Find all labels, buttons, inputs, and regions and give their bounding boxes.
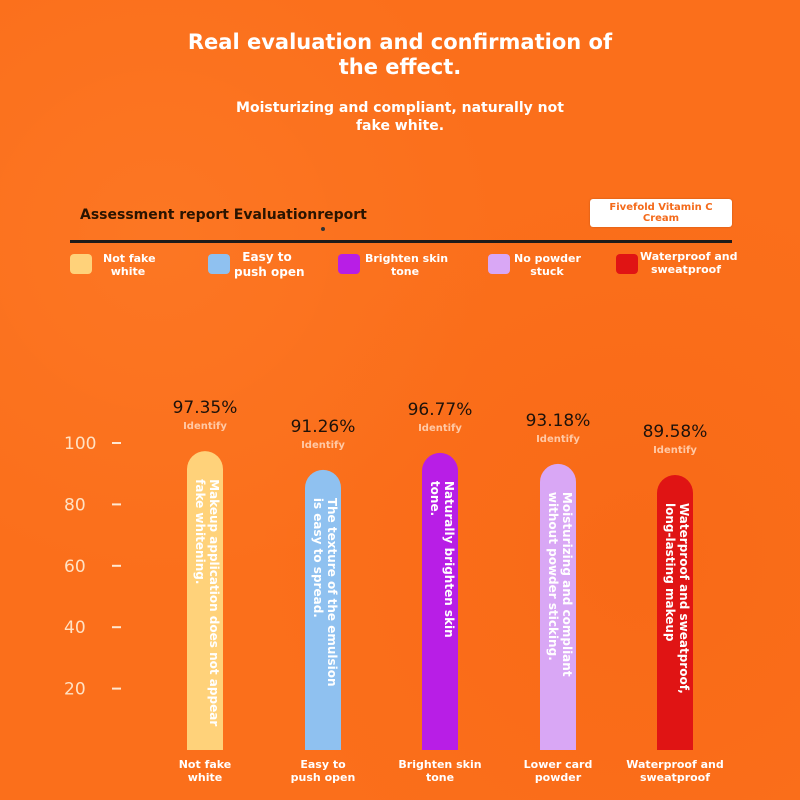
bar-description: The texture of the emulsion xyxy=(325,498,339,687)
legend-swatch xyxy=(488,254,510,274)
bar-description: without powder sticking. xyxy=(546,492,560,661)
bar-description: Makeup application does not appear xyxy=(207,479,221,726)
identify-label: Identify xyxy=(301,440,345,451)
bar-base xyxy=(422,730,458,750)
page-subtitle-line-1: Moisturizing and compliant, naturally no… xyxy=(236,100,564,116)
product-name-line-2: Cream xyxy=(642,213,680,224)
bar-description: Waterproof and sweatproof, xyxy=(677,503,691,694)
y-tick-label: 60 xyxy=(64,557,86,577)
decorative-dot xyxy=(321,227,325,231)
x-category-label: Waterproof and xyxy=(626,758,723,771)
bar xyxy=(422,452,458,750)
page-subtitle-line-2: fake white. xyxy=(355,118,445,134)
product-name-badge: Fivefold Vitamin C Cream xyxy=(590,199,732,227)
y-tick-label: 100 xyxy=(64,434,96,454)
value-label: 97.35% xyxy=(173,398,238,418)
bar-description: Moisturizing and compliant xyxy=(560,492,574,677)
identify-label: Identify xyxy=(183,421,227,432)
y-tick-label: 80 xyxy=(64,495,86,515)
page-title: Real evaluation and confirmation of the … xyxy=(150,30,650,80)
page-title-line-2: the effect. xyxy=(338,55,462,79)
page-subtitle: Moisturizing and compliant, naturally no… xyxy=(225,99,575,135)
value-label: 91.26% xyxy=(291,417,356,437)
bar-base xyxy=(187,730,223,750)
bar-description: is easy to spread. xyxy=(311,498,325,618)
x-category-label: white xyxy=(188,771,222,784)
legend-swatch xyxy=(616,254,638,274)
bar-base xyxy=(540,730,576,750)
bar-base xyxy=(657,730,693,750)
bar xyxy=(540,463,576,750)
y-tick-label: 20 xyxy=(64,680,86,700)
value-label: 93.18% xyxy=(526,411,591,431)
legend-item-not-fake-white: Not fake white xyxy=(70,252,190,282)
x-category-label: powder xyxy=(535,771,582,784)
y-tick-label: 40 xyxy=(64,618,86,638)
legend-swatch xyxy=(70,254,92,274)
bar xyxy=(657,474,693,750)
bar-description: tone. xyxy=(428,481,442,516)
legend-label: Waterproof and sweatproof xyxy=(640,250,738,276)
legend-item-no-powder-stuck: No powder stuck xyxy=(488,252,608,282)
legend-swatch xyxy=(338,254,360,274)
legend-item-brighten-skin-tone: Brighten skin tone xyxy=(338,252,468,282)
bar xyxy=(187,451,223,750)
legend-item-easy-to-push-open: Easy to push open xyxy=(208,250,328,282)
page-title-line-1: Real evaluation and confirmation of xyxy=(187,30,613,54)
x-category-label: Easy to xyxy=(300,758,346,771)
x-category-label: tone xyxy=(426,771,454,784)
legend-label: Easy to push open xyxy=(234,250,305,279)
legend-label: Brighten skin tone xyxy=(365,252,449,278)
legend-swatch xyxy=(208,254,230,274)
report-title: Assessment report Evaluationreport xyxy=(80,207,367,223)
x-category-label: push open xyxy=(291,771,356,784)
legend-item-waterproof-and-sweatproof: Waterproof and sweatproof xyxy=(616,250,738,282)
bar-description: long-lasting makeup xyxy=(663,503,677,642)
identify-label: Identify xyxy=(536,434,580,445)
bar-description: fake whitening. xyxy=(193,479,207,584)
value-label: 96.77% xyxy=(408,400,473,420)
bar-description: Naturally brighten skin xyxy=(442,481,456,638)
x-category-label: Lower card xyxy=(524,758,593,771)
legend-label: Not fake white xyxy=(103,252,156,278)
value-label: 89.58% xyxy=(643,422,708,442)
legend-label: No powder stuck xyxy=(514,252,581,278)
x-category-label: sweatproof xyxy=(640,771,710,784)
x-category-label: Brighten skin xyxy=(398,758,481,771)
header-divider xyxy=(70,240,732,243)
product-name-line-1: Fivefold Vitamin C xyxy=(609,202,713,213)
x-category-label: Not fake xyxy=(179,758,232,771)
bar xyxy=(305,469,341,750)
identify-label: Identify xyxy=(653,445,697,456)
bar-base xyxy=(305,730,341,750)
identify-label: Identify xyxy=(418,423,462,434)
